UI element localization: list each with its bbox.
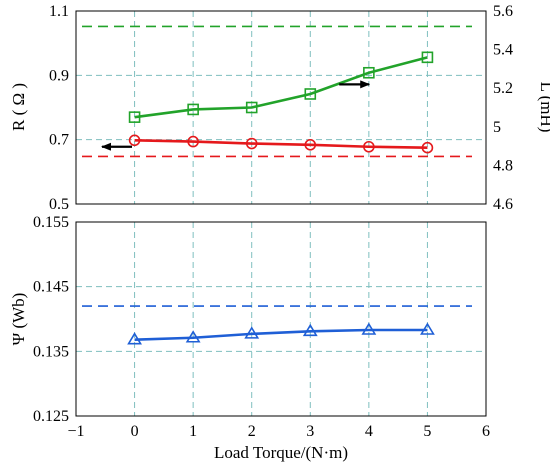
x-tick-label: 1: [189, 423, 197, 440]
left-y-tick-label: 0.5: [49, 196, 69, 213]
square-data-point: [128, 111, 141, 123]
triangle-data-point: [420, 322, 435, 335]
bottom-series: [127, 322, 435, 345]
square-data-point: [187, 103, 199, 116]
x-tick-label: 5: [423, 423, 431, 440]
top-left-axis-label: R ( Ω ): [9, 83, 28, 131]
top-series: [128, 51, 434, 154]
bottom-left-tick-labels: 0.125 0.135 0.145 0.155: [33, 214, 69, 425]
top-reference-lines: [82, 25, 472, 158]
top-grid: [76, 11, 486, 204]
right-y-tick-label: 5.2: [493, 80, 513, 97]
top-right-tick-labels: 4.6 4.8 5 5.2 5.4 5.6: [493, 3, 513, 213]
right-y-tick-label: 5: [493, 119, 501, 136]
x-tick-label: 3: [306, 423, 314, 440]
top-right-axis-label: L (mH): [537, 82, 550, 133]
bottom-panel: 0.125 0.135 0.145 0.155 −1 0 1 2 3 4 5 6 Ψ (Wb) Lo…: [9, 214, 490, 462]
square-data-point: [245, 101, 258, 114]
triangle-data-point: [361, 322, 377, 335]
series-line: [134, 139, 428, 150]
triangle-data-point: [302, 323, 318, 337]
square-data-point: [304, 88, 317, 100]
series-line: [134, 328, 428, 341]
left-y-tick-label: 0.7: [49, 132, 69, 149]
square-data-point: [421, 51, 434, 64]
left-y-tick-label: 0.155: [33, 214, 69, 231]
bottom-plot-frame: [75, 221, 487, 417]
right-y-tick-label: 5.6: [493, 3, 513, 20]
left-y-tick-label: 0.135: [33, 343, 69, 360]
x-tick-label: 2: [248, 423, 256, 440]
triangle-data-point: [185, 330, 201, 343]
right-y-tick-label: 5.4: [493, 42, 513, 59]
right-y-tick-label: 4.8: [493, 157, 513, 174]
bottom-left-axis-label: Ψ (Wb): [9, 293, 28, 346]
x-tick-label: 0: [131, 423, 139, 440]
x-tick-label: −1: [67, 423, 84, 440]
left-y-tick-label: 0.125: [33, 408, 69, 425]
circle-data-point: [304, 139, 317, 151]
left-y-tick-label: 0.9: [49, 67, 69, 84]
circle-data-point: [128, 134, 141, 147]
x-tick-label: 4: [365, 423, 373, 440]
top-left-tick-labels: 0.5 0.7 0.9 1.1: [49, 3, 69, 213]
circle-data-point: [363, 140, 375, 153]
left-y-tick-label: 0.145: [33, 279, 69, 296]
triangle-data-point: [127, 332, 142, 345]
top-panel: 0.5 0.7 0.9 1.1 4.6 4.8 5 5.2 5.4 5.6 R ( Ω ) L …: [9, 3, 550, 213]
right-y-tick-label: 4.6: [493, 196, 513, 213]
series-line: [134, 56, 428, 119]
top-plot-frame: [75, 10, 487, 205]
x-tick-label: 6: [482, 423, 490, 440]
triangle-data-point: [244, 326, 260, 339]
square-data-point: [363, 66, 375, 79]
circle-data-point: [187, 135, 199, 148]
x-axis-label: Load Torque/(N·m): [214, 443, 348, 462]
circle-data-point: [421, 141, 434, 154]
bottom-x-tick-labels: −1 0 1 2 3 4 5 6: [67, 423, 490, 440]
top-arrows: [101, 80, 371, 151]
circle-data-point: [245, 137, 258, 150]
bottom-grid: [76, 222, 486, 416]
left-y-tick-label: 1.1: [49, 3, 69, 20]
